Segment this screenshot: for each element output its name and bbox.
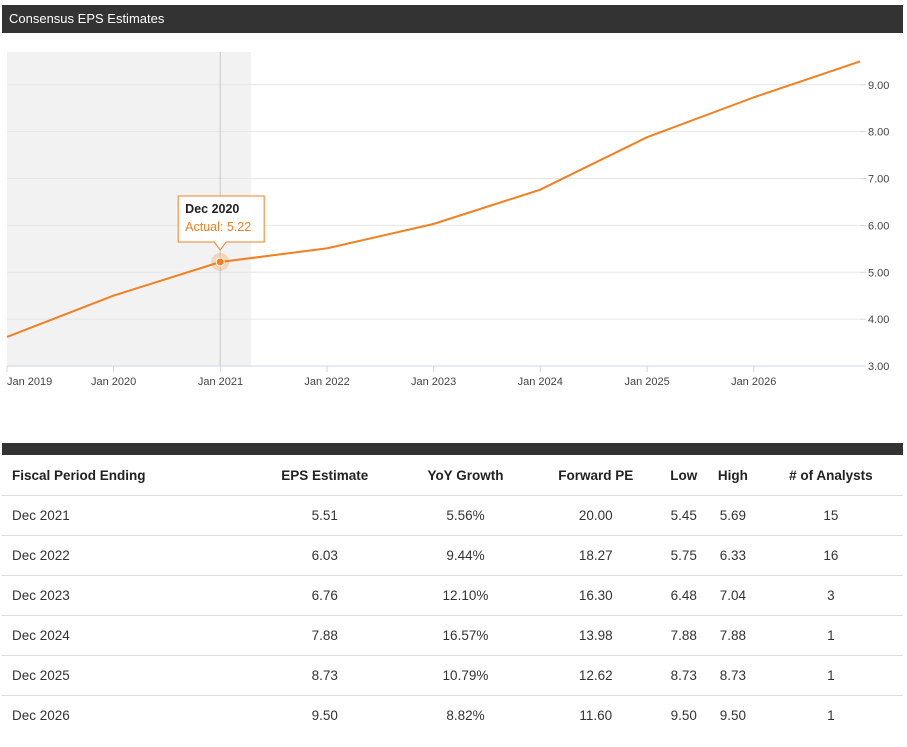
eps-line-chart[interactable]: 3.00 4.00 5.00 6.00 7.00 8.00 9.00 Jan 2019 Jan … [0,40,907,400]
cell-analysts: 1 [758,615,903,656]
cell-low: 5.45 [660,495,708,536]
cell-high: 7.04 [707,575,759,616]
table-row: Dec 2023 6.76 12.10% 16.30 6.48 7.04 3 [2,575,903,616]
eps-estimates-table: Fiscal Period Ending EPS Estimate YoY Gr… [2,455,903,735]
table-row: Dec 2024 7.88 16.57% 13.98 7.88 7.88 1 [2,615,903,656]
col-forward-pe: Forward PE [531,455,661,496]
cell-low: 9.50 [670,708,697,723]
col-analysts: # of Analysts [758,455,903,496]
tooltip-box [177,195,265,251]
cell-high: 5.69 [707,495,759,536]
y-tick-label: 6.00 [868,220,889,232]
chart-title-bar: Consensus EPS Estimates [2,5,903,33]
tooltip-title: Dec 2020 [185,202,239,216]
x-tick-label: Jan 2025 [624,376,669,388]
table-header-row: Fiscal Period Ending EPS Estimate YoY Gr… [2,455,903,496]
cell-forward-pe: 16.30 [531,575,661,616]
cell-forward-pe: 18.27 [531,535,661,576]
col-low: Low [660,455,708,496]
table-row: Dec 2021 5.51 5.56% 20.00 5.45 5.69 15 [2,495,903,536]
cell-low: 8.73 [660,655,708,696]
cell-eps-estimate: 9.50 [311,708,338,723]
tooltip-value: Actual: 5.22 [185,220,251,234]
cell-yoy-growth: 10.79% [399,655,532,696]
cell-high: 9.50 [719,708,747,723]
y-tick-label: 5.00 [868,267,889,279]
x-tick-label: Jan 2026 [731,376,776,388]
col-yoy-growth: YoY Growth [399,455,532,496]
y-tick-label: 8.00 [868,127,889,139]
cell-forward-pe: 20.00 [531,495,661,536]
y-tick-label: 9.00 [868,80,889,92]
table-row: Dec 2022 6.03 9.44% 18.27 5.75 6.33 16 [2,535,903,576]
cell-eps-estimate: 6.76 [249,575,400,616]
x-tick-label: Jan 2020 [91,376,136,388]
col-fiscal-period: Fiscal Period Ending [2,455,250,496]
col-eps-estimate: EPS Estimate [249,455,400,496]
cell-fiscal-period: Dec 2024 [2,615,250,656]
y-tick-label: 3.00 [868,361,889,373]
cell-forward-pe: 13.98 [531,615,661,656]
cell-eps-estimate: 7.88 [249,615,400,656]
table-header-bar [2,443,903,455]
cell-fiscal-period: Dec 2022 [2,535,250,576]
col-high: High [707,455,759,496]
y-tick-label: 4.00 [868,314,889,326]
table-row: Dec 2026 9.50 8.82% 11.60 9.50 9.50 1 [2,696,903,736]
cell-yoy-growth: 16.57% [399,615,532,656]
cell-forward-pe: 12.62 [531,655,661,696]
y-tick-label: 7.00 [868,174,889,186]
x-tick-label: Jan 2023 [411,376,456,388]
cell-analysts: 15 [758,495,903,536]
x-tick-label: Jan 2019 [7,376,52,388]
cell-high: 6.33 [707,535,759,576]
cell-fiscal-period: Dec 2023 [2,575,250,616]
cell-eps-estimate: 6.03 [249,535,400,576]
cell-high: 8.73 [707,655,759,696]
cell-fiscal-period: Dec 2025 [2,655,250,696]
chart-title: Consensus EPS Estimates [9,11,165,26]
cell-eps-estimate: 8.73 [249,655,400,696]
cell-fiscal-period: Dec 2026 [12,708,70,723]
cell-yoy-growth: 5.56% [399,495,532,536]
x-tick-label: Jan 2021 [198,376,243,388]
cell-analysts: 16 [758,535,903,576]
x-tick-label: Jan 2022 [304,376,349,388]
cell-high: 7.88 [707,615,759,656]
cell-yoy-growth: 9.44% [399,535,532,576]
eps-series-line [6,60,861,338]
x-tick-label: Jan 2024 [518,376,563,388]
cell-fiscal-period: Dec 2021 [2,495,250,536]
cell-yoy-growth: 8.82% [446,708,485,723]
cell-low: 7.88 [660,615,708,656]
cell-analysts: 1 [758,655,903,696]
cell-eps-estimate: 5.51 [249,495,400,536]
cell-low: 6.48 [660,575,708,616]
hover-point-marker [215,257,225,267]
cell-analysts: 1 [827,708,835,723]
table-row: Dec 2025 8.73 10.79% 12.62 8.73 8.73 1 [2,655,903,696]
cell-analysts: 3 [758,575,903,616]
cell-forward-pe: 11.60 [579,708,613,723]
cell-low: 5.75 [660,535,708,576]
cell-yoy-growth: 12.10% [399,575,532,616]
